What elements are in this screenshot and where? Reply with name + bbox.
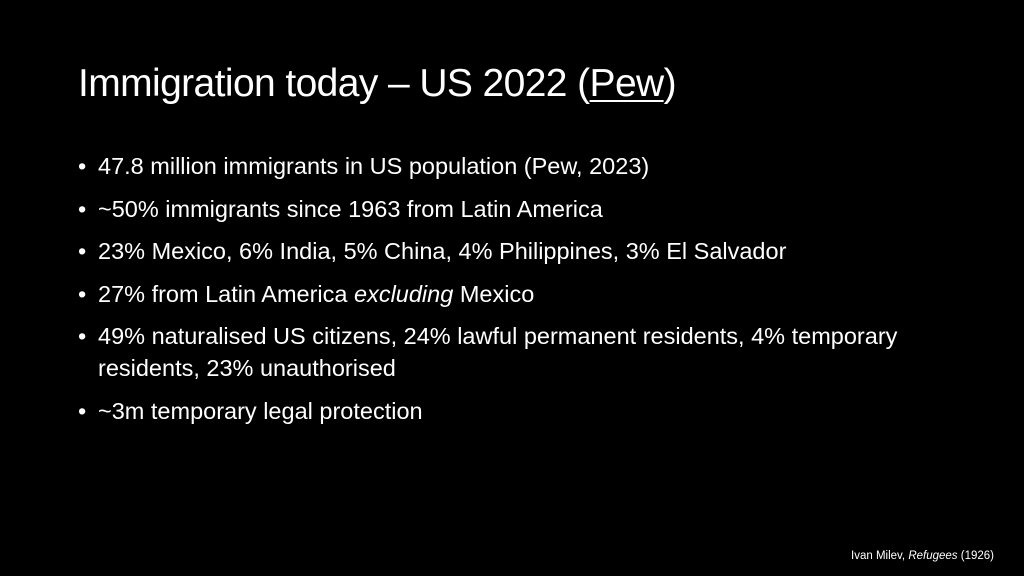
- caption-author: Ivan Milev,: [851, 550, 909, 562]
- bullet-item: • 49% naturalised US citizens, 24% lawfu…: [78, 320, 958, 384]
- caption-year: (1926): [957, 550, 994, 562]
- bullet-text: 23% Mexico, 6% India, 5% China, 4% Phili…: [98, 238, 787, 264]
- bullet-marker: •: [78, 195, 87, 222]
- slide-title: Immigration today – US 2022 (Pew): [78, 58, 677, 110]
- image-credit-caption: Ivan Milev, Refugees (1926): [851, 549, 994, 563]
- bullet-text: ~3m temporary legal protection: [98, 397, 423, 424]
- bullet-text-before: 27% from Latin America: [98, 280, 354, 307]
- bullet-marker: •: [78, 238, 87, 264]
- caption-work-title: Refugees: [908, 550, 958, 562]
- bullet-marker: •: [78, 397, 87, 424]
- pew-link[interactable]: Pew: [589, 62, 665, 105]
- bullet-emphasis: excluding: [354, 280, 454, 307]
- bullet-marker: •: [78, 153, 87, 179]
- title-text: Immigration today – US 2022 (: [78, 62, 590, 105]
- bullet-item: • ~3m temporary legal protection: [78, 395, 958, 427]
- bullet-marker: •: [78, 280, 87, 307]
- bullet-item: • 27% from Latin America excluding Mexic…: [78, 278, 958, 310]
- bullet-marker: •: [78, 323, 87, 349]
- bullet-list: • 47.8 million immigrants in US populati…: [78, 150, 958, 437]
- bullet-text-after: Mexico: [453, 280, 535, 307]
- bullet-item: • 47.8 million immigrants in US populati…: [78, 150, 958, 182]
- title-close-paren: ): [663, 62, 677, 105]
- bullet-text: ~50% immigrants since 1963 from Latin Am…: [98, 195, 603, 222]
- bullet-text: 49% naturalised US citizens, 24% lawful …: [98, 323, 898, 381]
- bullet-item: • ~50% immigrants since 1963 from Latin …: [78, 193, 958, 225]
- bullet-text: 47.8 million immigrants in US population…: [98, 153, 650, 179]
- bullet-item: • 23% Mexico, 6% India, 5% China, 4% Phi…: [78, 235, 958, 267]
